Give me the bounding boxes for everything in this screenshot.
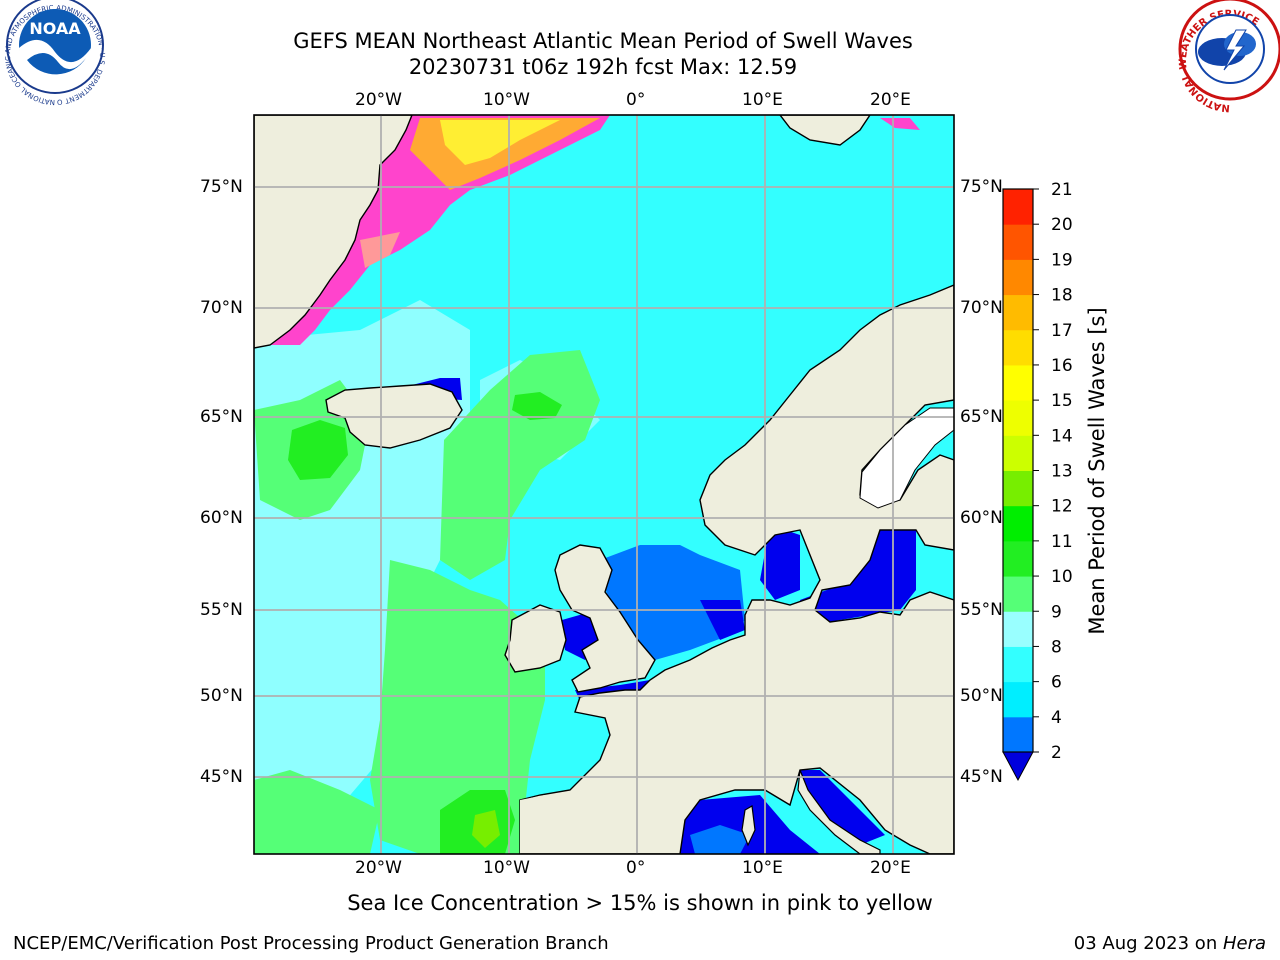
colorbar-tick-label: 17: [1051, 321, 1073, 341]
lat-label-left-55n: 55°N: [200, 600, 243, 620]
colorbar-bin: [1003, 435, 1033, 471]
lat-label-right-60n: 60°N: [960, 508, 1003, 528]
map-area: [254, 115, 954, 854]
colorbar: 2 4 6 8 9 10 11 12 13 14 15 16 17 18 19 20 21: [1002, 180, 1073, 782]
colorbar-tick-label: 13: [1051, 462, 1073, 482]
svalbard-land: [779, 115, 871, 146]
lon-label-bottom-10w: 10°W: [483, 858, 530, 878]
map-frame: [253, 114, 955, 855]
noaa-logo-text: NOAA: [29, 19, 81, 38]
colorbar-bin: [1003, 716, 1033, 753]
colorbar-bin: [1003, 400, 1033, 436]
lat-label-left-65n: 65°N: [200, 407, 243, 427]
colorbar-tick-label: 16: [1051, 356, 1073, 376]
lat-label-right-75n: 75°N: [960, 177, 1003, 197]
lon-label-top-20e: 20°E: [870, 90, 911, 110]
lon-label-bottom-20w: 20°W: [355, 858, 402, 878]
colorbar-tick-label: 6: [1051, 673, 1062, 693]
lat-label-left-75n: 75°N: [200, 177, 243, 197]
host-name: Hera: [1222, 933, 1266, 954]
colorbar-bin: [1003, 224, 1033, 260]
colorbar-tick-label: 12: [1051, 497, 1073, 517]
credit-text: NCEP/EMC/Verification Post Processing Pr…: [13, 933, 609, 954]
lat-label-right-55n: 55°N: [960, 600, 1003, 620]
colorbar-tick-label: 18: [1051, 286, 1073, 306]
colorbar-bin: [1003, 540, 1033, 577]
colorbar-tick-label: 8: [1051, 637, 1062, 657]
ireland-land: [504, 604, 567, 673]
lat-label-right-45n: 45°N: [960, 767, 1003, 787]
sea-ice-yellow: [440, 120, 560, 165]
colorbar-under-triangle: [1002, 751, 1034, 782]
great-britain-land: [554, 544, 656, 693]
colorbar-tick-label: 20: [1051, 215, 1073, 235]
swell-region-green-south: [370, 560, 545, 854]
colorbar-tick-label: 15: [1051, 391, 1073, 411]
colorbar-tick-label: 4: [1051, 708, 1062, 728]
colorbar-bin: [1003, 646, 1033, 683]
colorbar-tick-label: 2: [1051, 743, 1062, 763]
kattegat-blue: [760, 525, 800, 600]
graticule: [254, 115, 954, 854]
lat-label-left-70n: 70°N: [200, 298, 243, 318]
adriatic-blue: [800, 770, 885, 845]
lat-label-left-60n: 60°N: [200, 508, 243, 528]
lat-label-left-50n: 50°N: [200, 686, 243, 706]
colorbar-tick-label: 19: [1051, 250, 1073, 270]
iceland-land: [325, 383, 463, 449]
colorbar-bin: [1003, 294, 1033, 331]
lon-label-bottom-0: 0°: [626, 858, 646, 878]
colorbar-bin: [1003, 470, 1033, 507]
chart-title-line2: 20230731 t06z 192h fcst Max: 12.59: [408, 55, 798, 79]
lat-label-right-50n: 50°N: [960, 686, 1003, 706]
date-text: 03 Aug 2023 on: [1073, 933, 1223, 954]
colorbar-tick-label: 11: [1051, 532, 1073, 552]
nws-logo: NATIONAL WEATHER SERVICE: [1178, 0, 1280, 113]
greenland-land: [254, 115, 413, 349]
lon-label-top-10w: 10°W: [483, 90, 530, 110]
colorbar-bin: [1003, 576, 1033, 612]
colorbar-tick-label: 10: [1051, 567, 1073, 587]
lat-label-left-45n: 45°N: [200, 767, 243, 787]
gulf-of-bothnia: [859, 407, 954, 509]
lon-label-bottom-20e: 20°E: [870, 858, 911, 878]
lon-label-top-0: 0°: [626, 90, 646, 110]
colorbar-tick-label: 21: [1051, 180, 1073, 200]
colorbar-bin: [1003, 364, 1033, 401]
chart-title-line1: GEFS MEAN Northeast Atlantic Mean Period…: [293, 29, 913, 53]
lat-label-right-70n: 70°N: [960, 298, 1003, 318]
colorbar-bin: [1003, 681, 1033, 718]
colorbar-bin: [1003, 611, 1033, 647]
lon-label-top-20w: 20°W: [355, 90, 402, 110]
lat-label-right-65n: 65°N: [960, 407, 1003, 427]
lon-label-top-10e: 10°E: [742, 90, 783, 110]
lon-label-bottom-10e: 10°E: [742, 858, 783, 878]
colorbar-bin: [1003, 259, 1033, 296]
colorbar-bin: [1003, 505, 1033, 542]
sea-ice-note: Sea Ice Concentration > 15% is shown in …: [347, 891, 933, 915]
noaa-logo: NATIONAL OCEANIC AND ATMOSPHERIC ADMINIS…: [0, 0, 106, 106]
colorbar-tick-label: 9: [1051, 602, 1062, 622]
date-host: 03 Aug 2023 on Hera: [1074, 933, 1266, 955]
colorbar-bin: [1003, 329, 1033, 366]
colorbar-tick-label: 14: [1051, 426, 1073, 446]
colorbar-bin: [1003, 189, 1033, 225]
colorbar-label: Mean Period of Swell Waves [s]: [1085, 307, 1109, 635]
